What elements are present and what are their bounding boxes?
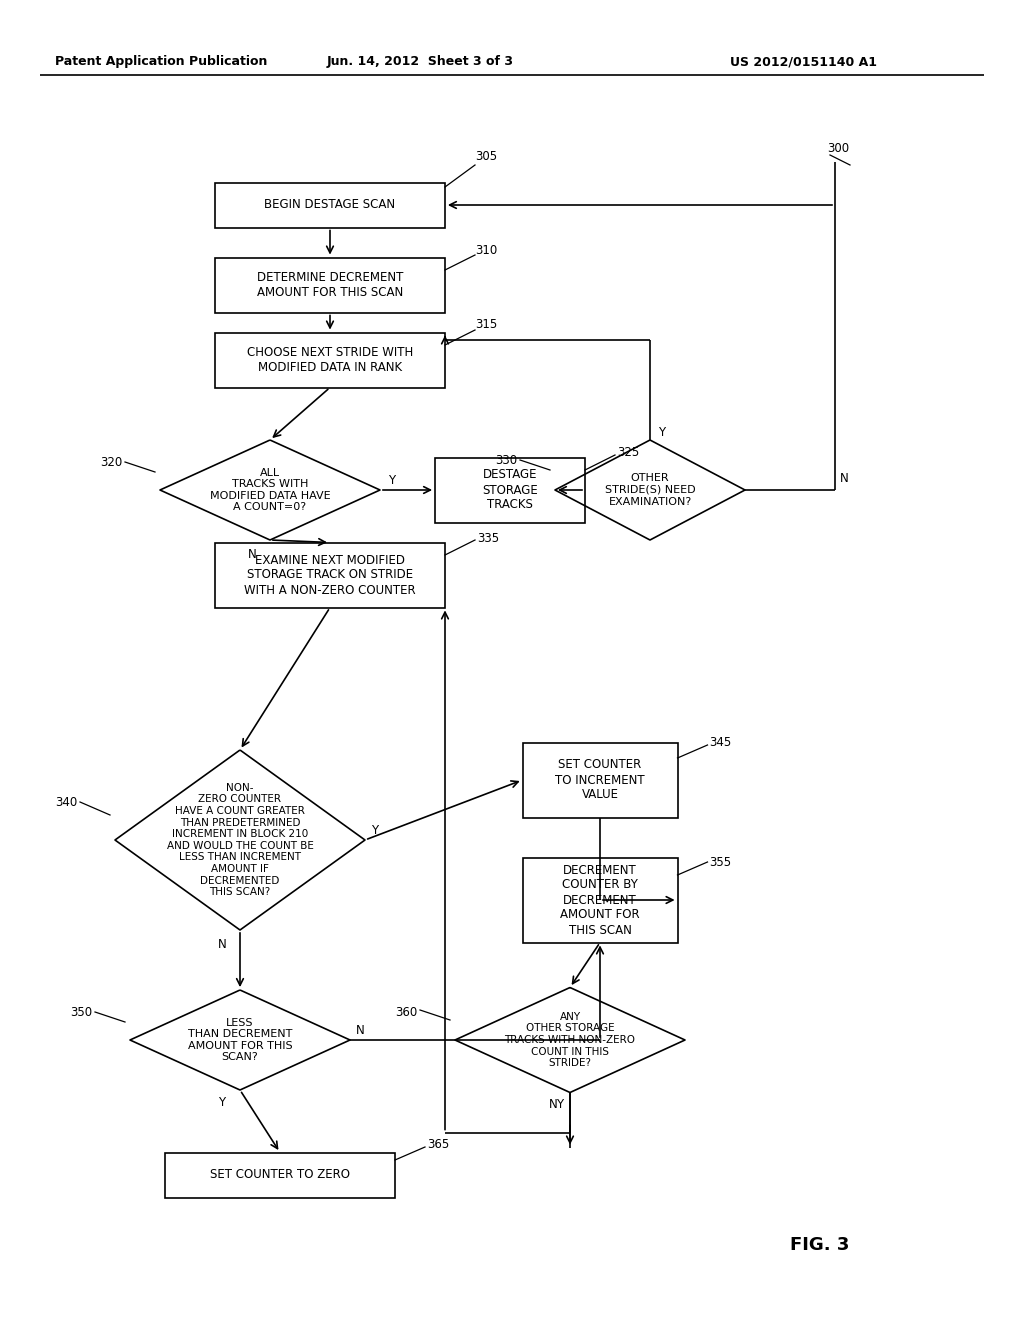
- Bar: [165, 1152, 395, 1197]
- Text: LESS
THAN DECREMENT
AMOUNT FOR THIS
SCAN?: LESS THAN DECREMENT AMOUNT FOR THIS SCAN…: [187, 1018, 292, 1063]
- Bar: [215, 182, 445, 227]
- Text: FIG. 3: FIG. 3: [790, 1236, 849, 1254]
- Text: Y: Y: [371, 824, 378, 837]
- Text: 315: 315: [475, 318, 498, 331]
- Text: 305: 305: [475, 150, 497, 164]
- Text: N: N: [248, 549, 256, 561]
- Text: 365: 365: [427, 1138, 450, 1151]
- Bar: [522, 858, 678, 942]
- Text: Y: Y: [556, 1098, 563, 1111]
- Text: N: N: [218, 939, 226, 952]
- Text: 310: 310: [475, 243, 498, 256]
- Text: 330: 330: [495, 454, 517, 466]
- Text: Patent Application Publication: Patent Application Publication: [55, 55, 267, 69]
- Text: SET COUNTER
TO INCREMENT
VALUE: SET COUNTER TO INCREMENT VALUE: [555, 759, 645, 801]
- Text: 345: 345: [710, 737, 732, 750]
- Text: BEGIN DESTAGE SCAN: BEGIN DESTAGE SCAN: [264, 198, 395, 211]
- Bar: [215, 257, 445, 313]
- Text: 360: 360: [394, 1006, 417, 1019]
- Bar: [522, 742, 678, 817]
- Text: NON-
ZERO COUNTER
HAVE A COUNT GREATER
THAN PREDETERMINED
INCREMENT IN BLOCK 210: NON- ZERO COUNTER HAVE A COUNT GREATER T…: [167, 783, 313, 898]
- Text: 355: 355: [710, 855, 731, 869]
- Text: EXAMINE NEXT MODIFIED
STORAGE TRACK ON STRIDE
WITH A NON-ZERO COUNTER: EXAMINE NEXT MODIFIED STORAGE TRACK ON S…: [244, 553, 416, 597]
- Text: 335: 335: [477, 532, 499, 544]
- Text: N: N: [840, 471, 849, 484]
- Text: US 2012/0151140 A1: US 2012/0151140 A1: [730, 55, 877, 69]
- Text: 340: 340: [54, 796, 77, 808]
- Text: ALL
TRACKS WITH
MODIFIED DATA HAVE
A COUNT=0?: ALL TRACKS WITH MODIFIED DATA HAVE A COU…: [210, 467, 331, 512]
- Bar: [215, 543, 445, 607]
- Text: DETERMINE DECREMENT
AMOUNT FOR THIS SCAN: DETERMINE DECREMENT AMOUNT FOR THIS SCAN: [257, 271, 403, 300]
- Text: DECREMENT
COUNTER BY
DECREMENT
AMOUNT FOR
THIS SCAN: DECREMENT COUNTER BY DECREMENT AMOUNT FO…: [560, 863, 640, 936]
- Text: Y: Y: [388, 474, 395, 487]
- Bar: [215, 333, 445, 388]
- Text: SET COUNTER TO ZERO: SET COUNTER TO ZERO: [210, 1168, 350, 1181]
- Text: 350: 350: [70, 1006, 92, 1019]
- Text: N: N: [549, 1098, 558, 1111]
- Text: DESTAGE
STORAGE
TRACKS: DESTAGE STORAGE TRACKS: [482, 469, 538, 511]
- Text: Jun. 14, 2012  Sheet 3 of 3: Jun. 14, 2012 Sheet 3 of 3: [327, 55, 513, 69]
- Text: 320: 320: [99, 455, 122, 469]
- Text: N: N: [356, 1023, 365, 1036]
- Bar: [435, 458, 585, 523]
- Text: CHOOSE NEXT STRIDE WITH
MODIFIED DATA IN RANK: CHOOSE NEXT STRIDE WITH MODIFIED DATA IN…: [247, 346, 413, 374]
- Text: Y: Y: [218, 1096, 225, 1109]
- Text: ANY
OTHER STORAGE
TRACKS WITH NON-ZERO
COUNT IN THIS
STRIDE?: ANY OTHER STORAGE TRACKS WITH NON-ZERO C…: [505, 1012, 636, 1068]
- Text: Y: Y: [658, 425, 666, 438]
- Text: 300: 300: [827, 141, 849, 154]
- Text: OTHER
STRIDE(S) NEED
EXAMINATION?: OTHER STRIDE(S) NEED EXAMINATION?: [605, 474, 695, 507]
- Text: 325: 325: [617, 446, 639, 459]
